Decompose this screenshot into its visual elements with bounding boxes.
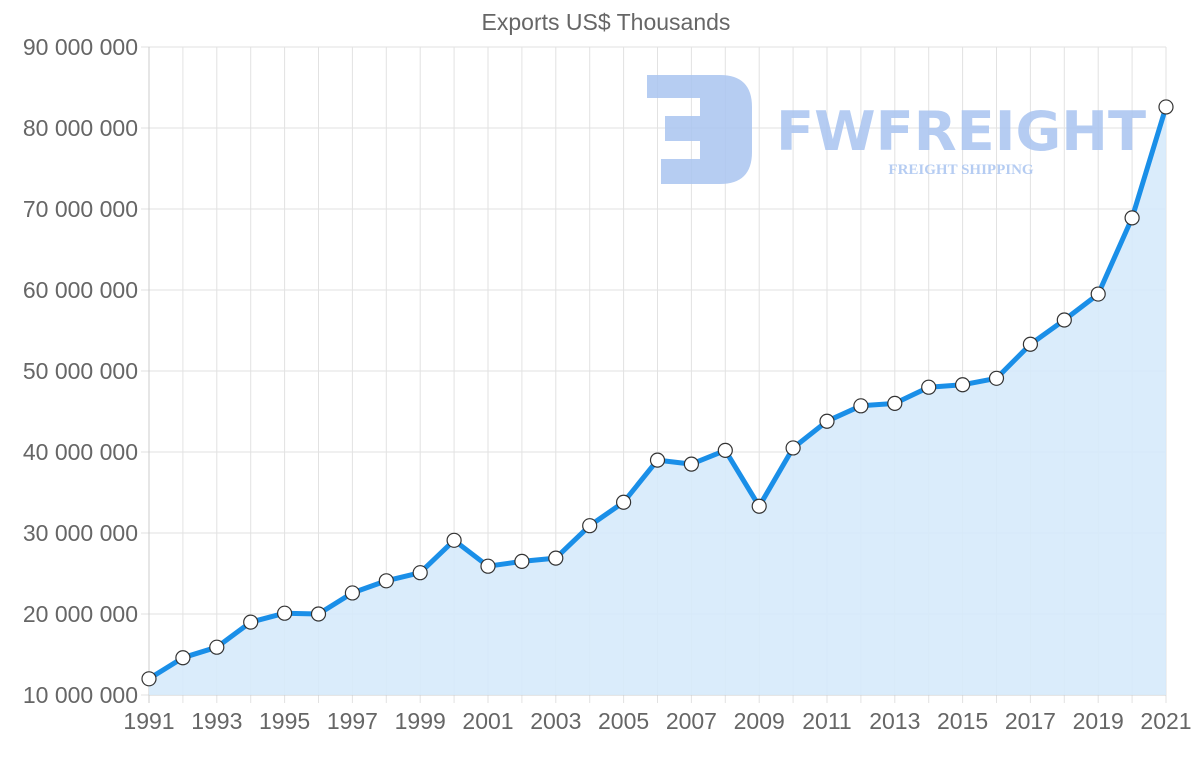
fwfreight-logo-icon bbox=[647, 75, 752, 184]
data-point bbox=[1056, 312, 1072, 328]
y-tick-label: 30 000 000 bbox=[23, 520, 138, 546]
data-point bbox=[615, 494, 632, 510]
x-tick-label: 1993 bbox=[191, 708, 242, 734]
data-point bbox=[887, 395, 903, 411]
data-point bbox=[921, 379, 937, 395]
y-tick-label: 90 000 000 bbox=[23, 34, 138, 60]
x-tick-label: 2007 bbox=[666, 708, 717, 734]
x-tick-label: 2009 bbox=[734, 708, 785, 734]
data-point bbox=[751, 498, 767, 514]
y-axis-ticks: 10 000 000 20 000 000 30 000 000 40 000 000… bbox=[23, 34, 138, 708]
watermark-tagline: FREIGHT SHIPPING bbox=[888, 162, 1033, 178]
data-point bbox=[717, 442, 733, 458]
y-tick-label: 60 000 000 bbox=[23, 277, 138, 303]
y-tick-label: 80 000 000 bbox=[23, 115, 138, 141]
x-tick-label: 2017 bbox=[1005, 708, 1056, 734]
data-point bbox=[175, 650, 191, 666]
x-tick-label: 2013 bbox=[869, 708, 920, 734]
data-point bbox=[649, 452, 666, 468]
data-point bbox=[310, 606, 327, 622]
data-point bbox=[277, 605, 293, 621]
data-point bbox=[412, 565, 428, 581]
x-tick-label: 1995 bbox=[259, 708, 310, 734]
x-tick-label: 2001 bbox=[462, 708, 513, 734]
x-tick-label: 2021 bbox=[1140, 708, 1191, 734]
data-point bbox=[141, 671, 157, 687]
y-tick-label: 70 000 000 bbox=[23, 196, 138, 222]
data-point bbox=[548, 550, 564, 566]
data-point bbox=[243, 614, 259, 630]
watermark-brand: FWFREIGHT bbox=[776, 100, 1146, 163]
x-tick-label: 2011 bbox=[802, 708, 851, 734]
data-point bbox=[683, 456, 700, 472]
x-axis-ticks: 1991 1993 1995 1997 1999 2001 2003 2005 2007 2009… bbox=[123, 708, 1191, 734]
x-tick-label: 2015 bbox=[937, 708, 988, 734]
data-point bbox=[785, 440, 801, 456]
fwfreight-watermark: FWFREIGHT FREIGHT SHIPPING bbox=[647, 75, 1146, 184]
x-tick-label: 1991 bbox=[123, 708, 174, 734]
chart-title: Exports US$ Thousands bbox=[482, 9, 731, 35]
x-tick-label: 2003 bbox=[530, 708, 581, 734]
data-points bbox=[141, 99, 1174, 687]
data-point bbox=[988, 370, 1005, 386]
data-point bbox=[1090, 286, 1106, 302]
y-tick-label: 40 000 000 bbox=[23, 439, 138, 465]
y-tick-label: 10 000 000 bbox=[23, 682, 138, 708]
data-point bbox=[853, 398, 869, 414]
data-point bbox=[446, 532, 462, 548]
y-tick-label: 20 000 000 bbox=[23, 601, 138, 627]
data-point bbox=[582, 518, 598, 534]
data-point bbox=[1158, 99, 1174, 115]
data-point bbox=[514, 553, 530, 569]
y-tick-label: 50 000 000 bbox=[23, 358, 138, 384]
x-tick-label: 2019 bbox=[1073, 708, 1124, 734]
data-point bbox=[819, 413, 835, 429]
data-point bbox=[480, 558, 496, 574]
data-point bbox=[378, 573, 394, 589]
data-point bbox=[344, 585, 360, 601]
x-tick-label: 1999 bbox=[395, 708, 446, 734]
data-point bbox=[954, 377, 971, 393]
series-area-fill bbox=[149, 106, 1166, 695]
x-tick-label: 2005 bbox=[598, 708, 649, 734]
x-tick-label: 1997 bbox=[327, 708, 378, 734]
data-point bbox=[1124, 210, 1140, 226]
data-point bbox=[1022, 336, 1039, 352]
data-point bbox=[209, 639, 225, 655]
